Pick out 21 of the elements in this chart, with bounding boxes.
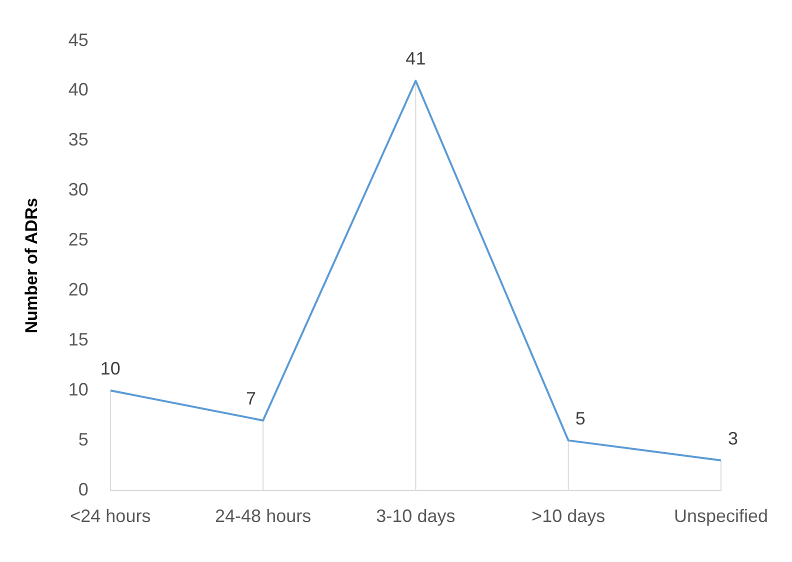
data-label: 7 — [246, 388, 256, 408]
x-tick-label: Unspecified — [674, 506, 768, 526]
y-tick-label: 15 — [68, 330, 88, 350]
data-label: 10 — [100, 358, 120, 378]
y-tick-label: 10 — [68, 379, 88, 400]
y-tick-label: 20 — [68, 280, 88, 300]
y-tick-label: 0 — [78, 479, 88, 500]
x-tick-label: <24 hours — [70, 506, 151, 526]
y-tick-label: 30 — [68, 180, 88, 200]
y-tick-label: 35 — [68, 130, 88, 150]
y-axis-title: Number of ADRs — [22, 198, 41, 334]
y-tick-label: 45 — [68, 30, 88, 50]
x-tick-label: 3-10 days — [376, 506, 456, 526]
data-label: 5 — [575, 408, 586, 428]
y-tick-label: 25 — [68, 230, 88, 250]
y-tick-label: 5 — [78, 429, 88, 450]
y-tick-label: 40 — [68, 80, 88, 100]
data-label: 41 — [406, 48, 426, 69]
x-tick-label: >10 days — [532, 506, 606, 526]
data-label: 3 — [728, 428, 738, 448]
x-tick-label: 24-48 hours — [215, 506, 312, 526]
